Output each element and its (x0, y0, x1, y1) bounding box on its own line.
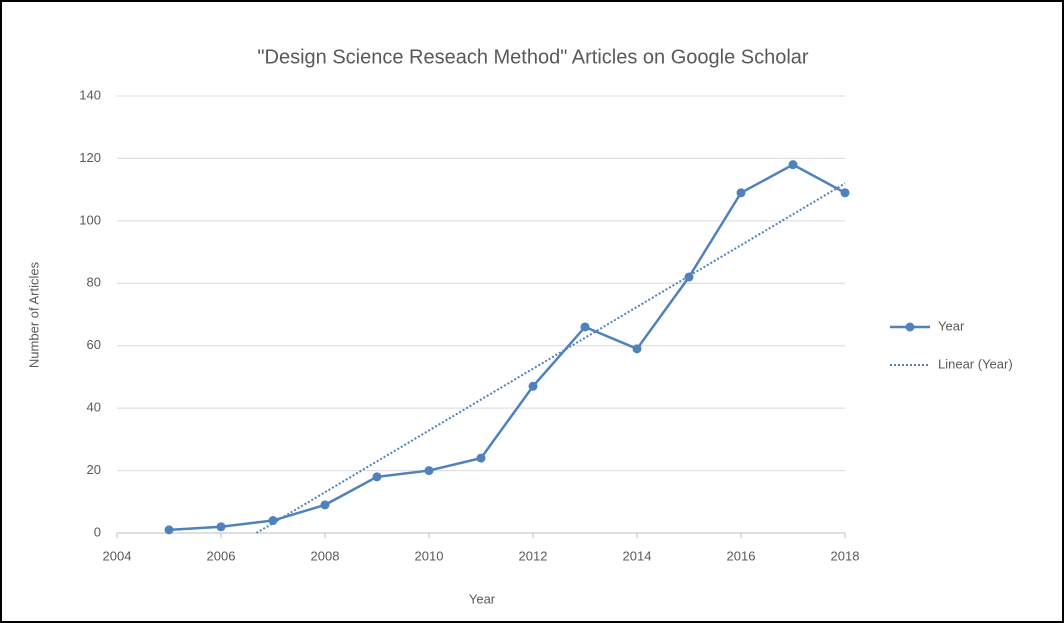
marker (840, 188, 850, 198)
x-axis-label: Year (469, 591, 496, 606)
marker (788, 160, 798, 170)
x-tick-label: 2004 (103, 548, 132, 563)
marker (632, 344, 642, 354)
marker (216, 522, 226, 532)
y-axis-label: Number of Articles (26, 261, 41, 368)
y-tick-label: 120 (79, 150, 101, 165)
marker (268, 516, 278, 526)
y-tick-label: 80 (87, 275, 101, 290)
y-tick-label: 40 (87, 400, 101, 415)
legend-marker (905, 322, 915, 332)
x-tick-label: 2012 (519, 548, 548, 563)
marker (580, 322, 590, 332)
marker (320, 500, 330, 510)
marker (424, 466, 434, 476)
marker (476, 453, 486, 463)
x-tick-label: 2014 (623, 548, 652, 563)
y-tick-label: 0 (94, 524, 101, 539)
legend-label: Linear (Year) (938, 356, 1013, 371)
y-tick-label: 100 (79, 212, 101, 227)
marker (372, 472, 382, 482)
x-tick-label: 2006 (207, 548, 236, 563)
x-tick-label: 2008 (311, 548, 340, 563)
marker (528, 381, 538, 391)
x-tick-label: 2016 (727, 548, 756, 563)
y-tick-label: 60 (87, 337, 101, 352)
y-tick-label: 20 (87, 462, 101, 477)
marker (736, 188, 746, 198)
chart-title: "Design Science Reseach Method" Articles… (257, 46, 809, 68)
marker (684, 272, 694, 282)
marker (164, 525, 174, 535)
legend-label: Year (938, 318, 965, 333)
x-tick-label: 2010 (415, 548, 444, 563)
x-tick-label: 2018 (831, 548, 860, 563)
y-tick-label: 140 (79, 87, 101, 102)
